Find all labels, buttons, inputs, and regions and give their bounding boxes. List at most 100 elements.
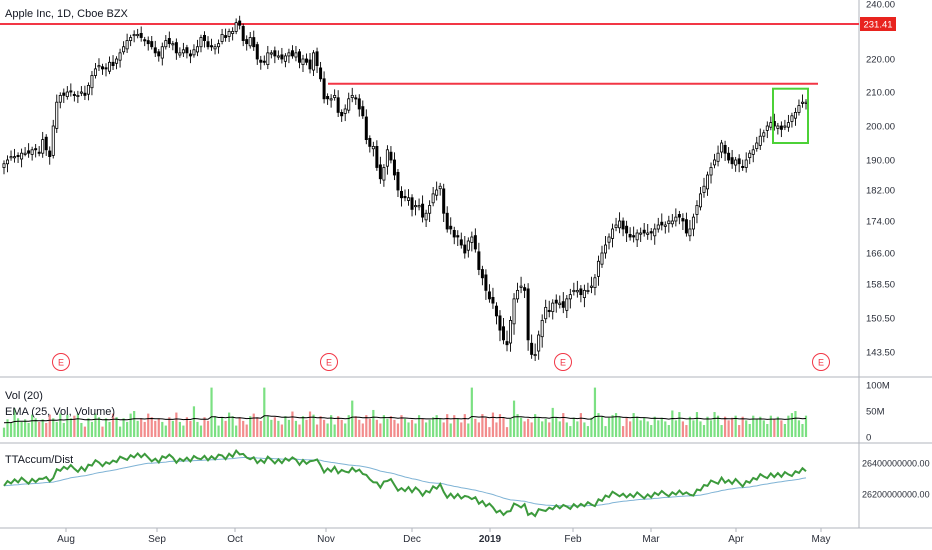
volume-bar — [745, 420, 748, 437]
volume-bar — [287, 419, 291, 437]
volume-bar — [752, 415, 755, 437]
earnings-marker[interactable]: E — [554, 353, 572, 371]
volume-bar — [298, 424, 301, 437]
price-tick-label: 200.00 — [866, 122, 895, 133]
volume-bar — [249, 416, 252, 437]
volume-bar — [671, 410, 674, 437]
volume-bar — [312, 414, 315, 437]
candle — [308, 53, 312, 74]
volume-bar — [727, 420, 730, 437]
volume-bar — [474, 418, 477, 437]
candle — [280, 47, 284, 64]
volume-bar — [555, 417, 558, 437]
volume-bar — [551, 407, 554, 437]
volume-bar — [530, 422, 533, 437]
candle — [2, 160, 6, 175]
volume-bar — [326, 423, 329, 437]
candle — [396, 169, 400, 197]
candle — [350, 87, 354, 103]
candle — [786, 114, 790, 132]
volume-bar — [118, 426, 122, 437]
candle — [368, 135, 372, 153]
volume-bar — [168, 417, 171, 437]
earnings-marker[interactable]: E — [52, 353, 70, 371]
volume-bar — [182, 425, 185, 437]
volume-bar — [470, 387, 473, 437]
volume-bar — [220, 417, 224, 437]
volume-bar — [523, 421, 526, 437]
candle — [544, 299, 548, 324]
candle — [646, 224, 650, 240]
volume-bar — [716, 415, 720, 437]
candle — [410, 194, 414, 217]
candle — [273, 46, 277, 64]
candle — [392, 152, 396, 181]
volume-bar — [263, 387, 266, 437]
candle — [421, 195, 425, 223]
volume-bar — [108, 421, 111, 437]
candle — [706, 171, 710, 196]
candle — [185, 44, 189, 59]
volume-bar — [308, 411, 312, 437]
volume-bar — [417, 415, 421, 437]
price-tick-label: 174.00 — [866, 217, 895, 228]
volume-legend: Vol (20) — [5, 390, 43, 402]
volume-bar — [97, 417, 101, 437]
volume-bar — [133, 411, 136, 437]
candle — [730, 149, 734, 169]
volume-bar — [688, 416, 692, 437]
time-tick-label: Apr — [728, 534, 744, 545]
volume-bar — [217, 425, 220, 437]
candlestick-series — [2, 15, 808, 361]
volume-bar — [783, 424, 786, 437]
volume-bar — [393, 419, 396, 437]
candle — [639, 227, 643, 242]
candle — [269, 50, 273, 59]
volume-ema-line — [3, 415, 807, 424]
volume-bar — [154, 420, 157, 437]
candle — [143, 36, 147, 47]
volume-bar — [759, 416, 762, 437]
volume-bar — [502, 417, 505, 437]
earnings-marker[interactable]: E — [812, 353, 830, 371]
candle — [684, 212, 688, 237]
candle — [202, 31, 206, 48]
volume-bar — [702, 425, 706, 437]
volume-bar — [94, 413, 97, 437]
candle — [414, 200, 418, 216]
candle — [347, 92, 351, 114]
candle — [195, 39, 199, 57]
candle — [104, 63, 108, 77]
earnings-marker[interactable]: E — [320, 353, 338, 371]
candle — [653, 223, 657, 245]
volume-bar — [235, 425, 238, 437]
volume-bar — [664, 421, 667, 437]
candle — [512, 293, 516, 335]
volume-bar — [224, 420, 227, 437]
volume-bar — [266, 416, 269, 437]
svg-text:E: E — [818, 358, 824, 368]
price-tick-label: 182.00 — [866, 186, 895, 197]
candle — [551, 299, 555, 320]
candle — [709, 162, 713, 184]
volume-bar — [9, 422, 13, 437]
volume-bar — [157, 418, 160, 437]
price-tick-label: 220.00 — [866, 55, 895, 66]
candle — [319, 61, 323, 82]
candle — [776, 122, 780, 135]
candle — [234, 18, 238, 35]
volume-bar — [766, 424, 769, 437]
candle — [164, 35, 168, 50]
volume-bar — [386, 418, 389, 437]
volume-bar — [804, 415, 808, 437]
volume-bar — [794, 411, 797, 437]
volume-bar — [597, 413, 600, 437]
volume-bar — [45, 422, 48, 437]
candle — [509, 316, 513, 352]
candle — [565, 295, 569, 318]
candle — [741, 159, 745, 171]
candle — [118, 48, 122, 68]
volume-bar — [150, 417, 153, 437]
price-tick-label: 143.50 — [866, 348, 895, 359]
